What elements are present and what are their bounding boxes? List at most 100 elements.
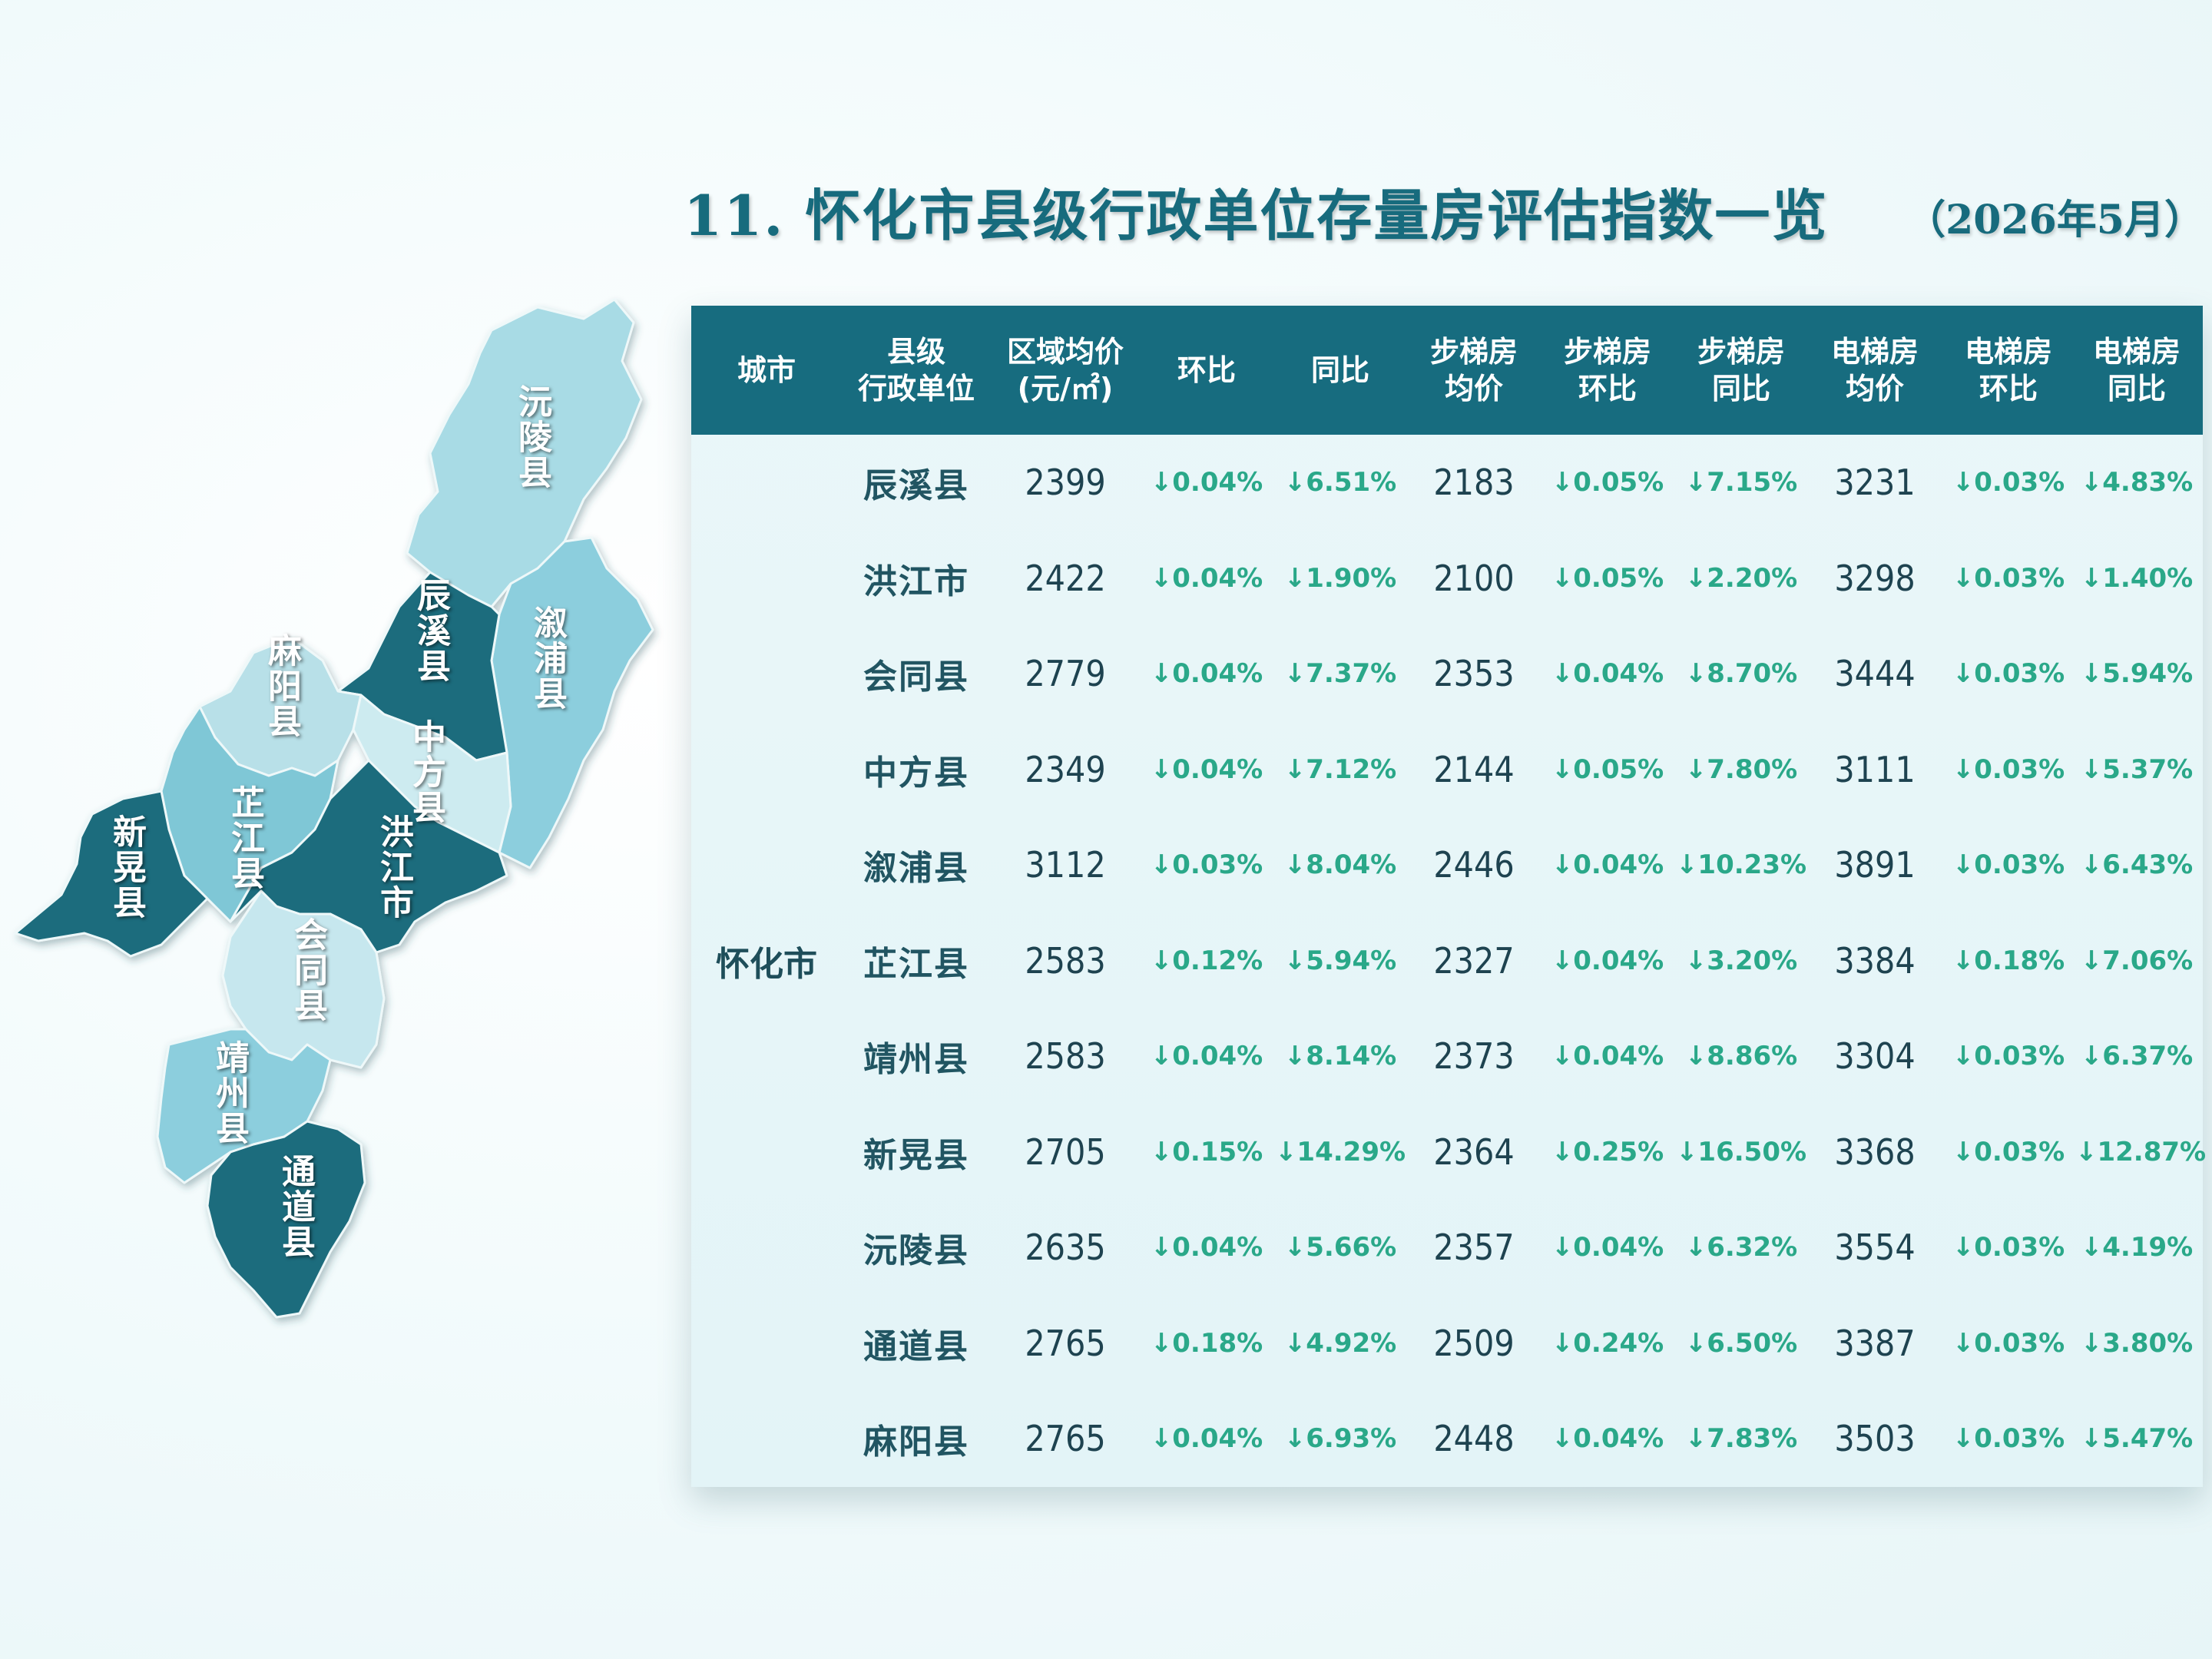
change-cell: ↓3.80%	[2080, 1327, 2194, 1359]
change-cell: ↓6.37%	[2080, 1041, 2194, 1072]
change-cell: ↓0.04%	[1551, 658, 1664, 690]
change-cell: ↓6.93%	[1283, 1423, 1397, 1455]
price-cell: 2765	[1025, 1418, 1106, 1460]
price-cell: 2364	[1433, 1131, 1515, 1173]
change-cell: ↓5.94%	[2080, 658, 2194, 690]
change-cell: ↓0.18%	[1150, 1327, 1263, 1359]
column-header-label: 步梯房 同比	[1697, 335, 1785, 406]
map-label-chenxi: 辰溪县	[411, 578, 450, 684]
map-label-xinhuang: 新晃县	[107, 814, 146, 920]
column-header-label: 同比	[1310, 353, 1369, 387]
column-header-label: 电梯房 均价	[1830, 335, 1919, 406]
report-date: （2026年5月）	[1906, 197, 2204, 243]
change-cell: ↓8.04%	[1283, 849, 1397, 881]
column-header-label: 电梯房 环比	[1964, 335, 2052, 406]
column-header-label: 区域均价 (元/㎡)	[1006, 335, 1124, 406]
change-cell: ↓4.83%	[2080, 467, 2194, 498]
change-cell: ↓7.37%	[1283, 658, 1397, 690]
map-label-jingzhou: 靖州县	[210, 1040, 249, 1146]
county-name: 溆浦县	[863, 849, 969, 889]
change-cell: ↓0.03%	[1150, 849, 1263, 881]
change-cell: ↓7.83%	[1684, 1423, 1798, 1455]
price-cell: 2357	[1433, 1227, 1515, 1269]
change-cell: ↓8.70%	[1684, 658, 1798, 690]
map-label-huitong: 会同县	[288, 917, 327, 1023]
county-name: 芷江县	[863, 944, 969, 984]
change-cell: ↓0.04%	[1551, 1232, 1664, 1263]
change-cell: ↓0.05%	[1551, 467, 1664, 498]
change-cell: ↓16.50%	[1675, 1136, 1807, 1167]
price-cell: 2349	[1025, 748, 1106, 790]
change-cell: ↓3.20%	[1684, 945, 1798, 976]
price-cell: 2509	[1433, 1322, 1515, 1364]
change-cell: ↓0.03%	[1952, 1327, 2065, 1359]
change-cell: ↓0.12%	[1150, 945, 1263, 976]
price-cell: 3384	[1834, 939, 1916, 982]
change-cell: ↓0.04%	[1551, 945, 1664, 976]
huaihua-map: 沅陵县 辰溪县 溆浦县 麻阳县 中方县 新晃县 芷江县 洪江市 会同县 靖州县 …	[0, 276, 691, 1336]
price-cell: 3304	[1834, 1035, 1916, 1078]
change-cell: ↓0.05%	[1551, 753, 1664, 785]
change-cell: ↓0.04%	[1551, 1041, 1664, 1072]
column-header: 电梯房 同比	[2075, 306, 2198, 435]
change-cell: ↓0.03%	[1952, 1136, 2065, 1167]
region-tongdao	[206, 1120, 366, 1319]
change-cell: ↓1.90%	[1283, 562, 1397, 594]
change-cell: ↓12.87%	[2075, 1136, 2207, 1167]
column-header: 县级 行政单位	[842, 306, 991, 435]
table-row: 会同县 2779 ↓0.04% ↓7.37% 2353 ↓0.04% ↓8.70% 3444 ↓…	[842, 626, 2203, 722]
price-cell: 2705	[1025, 1131, 1106, 1173]
column-header-label: 步梯房 均价	[1429, 335, 1518, 406]
change-cell: ↓0.24%	[1551, 1327, 1664, 1359]
table-row: 溆浦县 3112 ↓0.03% ↓8.04% 2446 ↓0.04% ↓10.23% 3891…	[842, 817, 2203, 913]
price-cell: 2353	[1433, 653, 1515, 695]
change-cell: ↓0.04%	[1551, 849, 1664, 881]
region-xupu	[490, 536, 654, 869]
change-cell: ↓0.04%	[1150, 1232, 1263, 1263]
map-label-mayang: 麻阳县	[262, 633, 301, 739]
map-label-hongjiang: 洪江市	[374, 814, 413, 920]
change-cell: ↓6.51%	[1283, 467, 1397, 498]
change-cell: ↓7.06%	[2080, 945, 2194, 976]
table-row: 沅陵县 2635 ↓0.04% ↓5.66% 2357 ↓0.04% ↓6.32% 3554 ↓…	[842, 1200, 2203, 1296]
change-cell: ↓0.03%	[1952, 658, 2065, 690]
table-row: 靖州县 2583 ↓0.04% ↓8.14% 2373 ↓0.04% ↓8.86% 3304 ↓…	[842, 1008, 2203, 1104]
map-label-tongdao: 通道县	[276, 1154, 315, 1260]
change-cell: ↓8.14%	[1283, 1041, 1397, 1072]
change-cell: ↓0.04%	[1150, 1041, 1263, 1072]
price-cell: 3503	[1834, 1418, 1916, 1460]
price-cell: 3231	[1834, 462, 1916, 504]
table-row: 通道县 2765 ↓0.18% ↓4.92% 2509 ↓0.24% ↓6.50% 3387 ↓…	[842, 1296, 2203, 1392]
change-cell: ↓7.15%	[1684, 467, 1798, 498]
price-cell: 2399	[1025, 462, 1106, 504]
change-cell: ↓0.04%	[1150, 467, 1263, 498]
change-cell: ↓0.18%	[1952, 945, 2065, 976]
title-bar: 11. 怀化市县级行政单位存量房评估指数一览 （2026年5月）	[684, 171, 2204, 248]
column-header: 区域均价 (元/㎡)	[991, 306, 1140, 435]
county-name: 麻阳县	[863, 1422, 969, 1462]
change-cell: ↓0.05%	[1551, 562, 1664, 594]
change-cell: ↓7.12%	[1283, 753, 1397, 785]
price-cell: 2765	[1025, 1322, 1106, 1364]
column-header: 步梯房 环比	[1541, 306, 1674, 435]
change-cell: ↓4.19%	[2080, 1232, 2194, 1263]
table-row: 麻阳县 2765 ↓0.04% ↓6.93% 2448 ↓0.04% ↓7.83% 3503 ↓…	[842, 1391, 2203, 1487]
price-cell: 2144	[1433, 748, 1515, 790]
price-cell: 3554	[1834, 1227, 1916, 1269]
region-hongjiang	[229, 759, 508, 954]
table-row: 新晃县 2705 ↓0.15% ↓14.29% 2364 ↓0.25% ↓16.50% 336…	[842, 1104, 2207, 1200]
column-header-label: 环比	[1177, 353, 1236, 387]
price-cell: 2446	[1433, 844, 1515, 886]
county-name: 通道县	[863, 1326, 969, 1366]
change-cell: ↓7.80%	[1684, 753, 1798, 785]
map-label-zhijiang: 芷江县	[225, 785, 264, 891]
column-header: 电梯房 环比	[1942, 306, 2075, 435]
city-cell: 怀化市	[716, 945, 817, 984]
price-cell: 2183	[1433, 462, 1515, 504]
table-row: 洪江市 2422 ↓0.04% ↓1.90% 2100 ↓0.05% ↓2.20% 3298 ↓…	[842, 531, 2203, 627]
change-cell: ↓0.03%	[1952, 1041, 2065, 1072]
change-cell: ↓6.32%	[1684, 1232, 1798, 1263]
column-header-label: 城市	[737, 353, 796, 387]
county-name: 中方县	[863, 753, 969, 793]
price-cell: 3112	[1025, 844, 1106, 886]
